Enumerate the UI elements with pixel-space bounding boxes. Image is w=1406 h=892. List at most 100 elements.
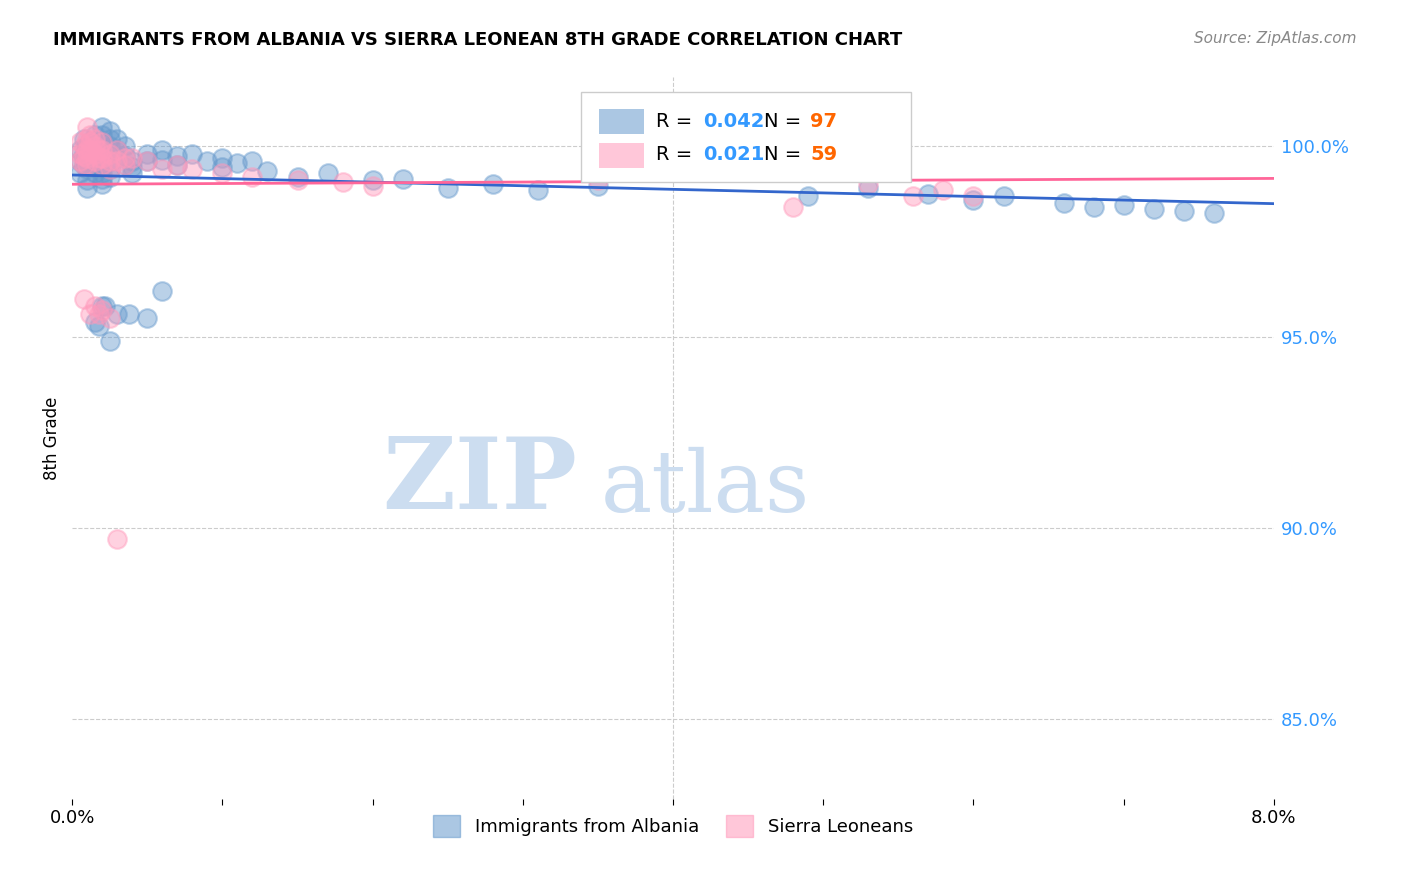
Point (89, 139, 111, 153)
Point (83, 128, 105, 142)
Point (69, 166, 91, 180)
Point (226, 156, 249, 170)
Point (83, 160, 105, 174)
Point (436, 181, 458, 195)
Point (121, 160, 143, 174)
Point (79, 136, 101, 150)
Point (76, 162, 98, 177)
Point (917, 186, 939, 201)
Point (256, 164, 278, 178)
FancyBboxPatch shape (599, 109, 644, 134)
Point (136, 146, 159, 161)
Point (76, 120, 98, 134)
Point (813, 162, 835, 177)
Point (89, 151, 111, 165)
Point (662, 151, 685, 165)
Point (114, 151, 136, 165)
Point (83, 154, 105, 169)
Point (114, 139, 136, 153)
Point (391, 171, 413, 186)
Point (69, 146, 91, 161)
Point (105, 307, 128, 321)
Point (114, 149, 136, 163)
Point (98, 146, 121, 161)
Point (83, 166, 105, 180)
Point (76, 154, 98, 169)
Point (94, 300, 117, 314)
Point (91, 136, 114, 150)
Point (83, 131, 105, 145)
Point (83, 146, 105, 161)
Point (1202, 206, 1225, 220)
Point (89, 143, 111, 157)
Point (83, 315, 105, 329)
Point (211, 151, 233, 165)
Point (136, 154, 159, 169)
Point (105, 143, 128, 157)
Point (91, 300, 114, 314)
Point (121, 166, 143, 180)
Point (136, 154, 159, 169)
FancyBboxPatch shape (581, 92, 911, 182)
Point (287, 169, 309, 184)
Point (181, 146, 204, 161)
Point (962, 188, 984, 202)
Point (166, 149, 188, 163)
Point (150, 162, 173, 177)
Point (114, 158, 136, 172)
Point (166, 158, 188, 172)
Point (98, 162, 121, 177)
Text: Source: ZipAtlas.com: Source: ZipAtlas.com (1194, 31, 1357, 46)
Text: 97: 97 (810, 112, 837, 131)
Point (105, 131, 128, 145)
Point (105, 143, 128, 157)
Point (287, 173, 309, 187)
Point (121, 154, 143, 169)
Point (527, 183, 550, 197)
Point (316, 166, 339, 180)
Point (903, 188, 925, 202)
Point (1083, 200, 1105, 214)
Point (150, 143, 173, 157)
Point (586, 173, 609, 187)
Text: IMMIGRANTS FROM ALBANIA VS SIERRA LEONEAN 8TH GRADE CORRELATION CHART: IMMIGRANTS FROM ALBANIA VS SIERRA LEONEA… (53, 31, 903, 49)
Point (482, 178, 505, 192)
Point (79, 128, 101, 142)
Point (91, 149, 114, 163)
Point (76, 143, 98, 157)
Text: atlas: atlas (600, 447, 810, 530)
Point (98, 334, 121, 348)
Point (91, 166, 114, 180)
Point (782, 200, 804, 214)
Point (73, 139, 96, 153)
Point (98, 139, 121, 153)
Text: 0.042: 0.042 (703, 112, 765, 131)
Point (197, 154, 219, 169)
Point (91, 128, 114, 142)
Point (737, 162, 759, 177)
Point (79, 151, 101, 165)
Point (83, 154, 105, 169)
Point (858, 178, 880, 192)
Point (73, 151, 96, 165)
Point (76, 151, 98, 165)
Point (662, 131, 685, 145)
Point (586, 179, 609, 194)
Point (69, 136, 91, 150)
Point (121, 151, 143, 165)
Point (737, 145, 759, 159)
Point (76, 151, 98, 165)
Point (79, 143, 101, 157)
Point (211, 160, 233, 174)
Point (98, 146, 121, 161)
Point (69, 143, 91, 157)
Point (73, 146, 96, 161)
Point (69, 154, 91, 169)
Point (332, 175, 354, 189)
Point (98, 154, 121, 169)
Point (73, 158, 96, 172)
Point (91, 158, 114, 172)
Point (242, 154, 264, 169)
Point (105, 154, 128, 169)
Point (1052, 196, 1074, 211)
